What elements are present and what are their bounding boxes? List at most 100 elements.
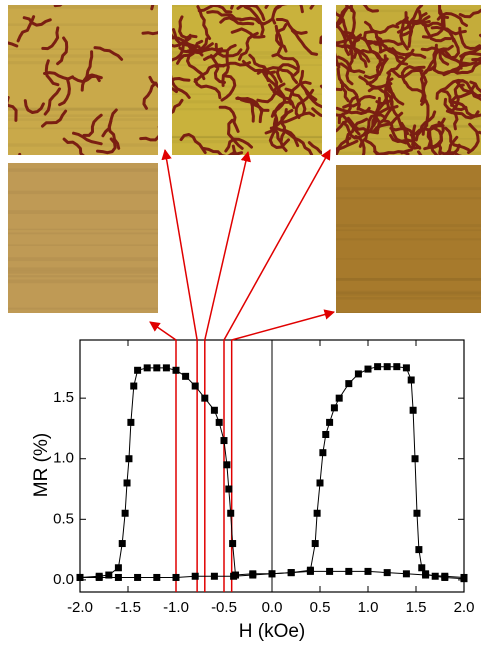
data-point (182, 373, 189, 380)
data-point (403, 570, 410, 577)
data-point (314, 510, 321, 517)
data-point (192, 383, 199, 390)
x-tick-label: 1.5 (406, 599, 427, 616)
x-tick-label: 2.0 (454, 599, 475, 616)
image-panel (8, 163, 158, 313)
data-point (418, 564, 425, 571)
data-point (229, 540, 236, 547)
scan-line (8, 108, 158, 110)
domain-stripe (223, 153, 242, 176)
data-point (410, 407, 417, 414)
domain-stripe (0, 98, 8, 125)
y-tick-label: 1.0 (53, 450, 74, 467)
data-point (393, 363, 400, 370)
scan-line (8, 114, 158, 117)
data-point (384, 569, 391, 576)
data-point (134, 574, 141, 581)
scan-line (8, 54, 158, 57)
data-point (415, 546, 422, 553)
marker-arrow (224, 150, 330, 340)
data-point (227, 510, 234, 517)
domain-stripe (55, 0, 79, 6)
x-tick-label: -1.0 (163, 599, 189, 616)
figure: -2.0-1.5-1.0-0.50.00.51.01.52.00.00.51.0… (0, 0, 481, 652)
scan-line (8, 270, 158, 273)
data-point (326, 419, 333, 426)
marker-arrow (232, 312, 334, 340)
marker-arrow (165, 150, 197, 340)
data-point (134, 367, 141, 374)
data-point (153, 574, 160, 581)
data-point (119, 540, 126, 547)
scan-line (8, 5, 158, 9)
scan-line (8, 191, 158, 195)
x-tick-label: -0.5 (211, 599, 237, 616)
scan-line (336, 197, 481, 199)
scan-line (8, 210, 158, 214)
x-tick-label: -2.0 (67, 599, 93, 616)
data-point (77, 574, 84, 581)
y-tick-label: 0.5 (53, 510, 74, 527)
domain-stripe (233, 153, 240, 185)
scan-line (8, 128, 158, 130)
data-point (173, 574, 180, 581)
data-point (144, 364, 151, 371)
scan-line (336, 297, 481, 300)
data-point (365, 366, 372, 373)
scan-line (336, 187, 481, 190)
data-point (326, 568, 333, 575)
data-point (221, 437, 228, 444)
data-point (312, 540, 319, 547)
scan-line (8, 267, 158, 270)
scan-line (8, 118, 158, 121)
scan-line (172, 108, 322, 110)
marker-arrow (205, 152, 248, 340)
scan-line (8, 275, 158, 277)
scan-line (8, 257, 158, 261)
scan-line (336, 258, 481, 259)
data-point (345, 380, 352, 387)
scan-line (336, 229, 481, 231)
scan-line (336, 224, 481, 227)
scan-line (336, 278, 481, 281)
scan-line (8, 229, 158, 230)
data-point (413, 510, 420, 517)
data-point (124, 479, 131, 486)
scan-line (8, 61, 158, 64)
data-point (232, 572, 239, 579)
scan-line (8, 232, 158, 234)
data-point (412, 455, 419, 462)
y-tick-label: 0.0 (53, 571, 74, 588)
image-panels (0, 0, 481, 313)
data-point (317, 479, 324, 486)
data-point (153, 364, 160, 371)
data-point (216, 419, 223, 426)
data-point (173, 367, 180, 374)
data-point (105, 572, 112, 579)
data-point (355, 370, 362, 377)
scan-line (336, 10, 481, 12)
page: {"chart_data": {"type": "line", "x_label… (0, 0, 481, 652)
data-point (322, 431, 329, 438)
data-point (122, 510, 129, 517)
scan-line (8, 143, 158, 146)
data-point (336, 395, 343, 402)
scan-line (336, 116, 481, 120)
data-point (211, 407, 218, 414)
data-point (319, 449, 326, 456)
data-point (365, 568, 372, 575)
data-point (130, 383, 137, 390)
scan-line (336, 291, 481, 294)
data-point (163, 364, 170, 371)
data-point (115, 574, 122, 581)
y-tick-label: 1.5 (53, 389, 74, 406)
y-axis-title: MR (%) (31, 433, 52, 497)
x-tick-label: 0.0 (262, 599, 283, 616)
data-point (192, 573, 199, 580)
marker-arrow (150, 322, 176, 340)
data-point (211, 573, 218, 580)
data-point (288, 569, 295, 576)
scan-line (8, 279, 158, 283)
scan-line (8, 308, 158, 310)
scan-line (336, 238, 481, 240)
